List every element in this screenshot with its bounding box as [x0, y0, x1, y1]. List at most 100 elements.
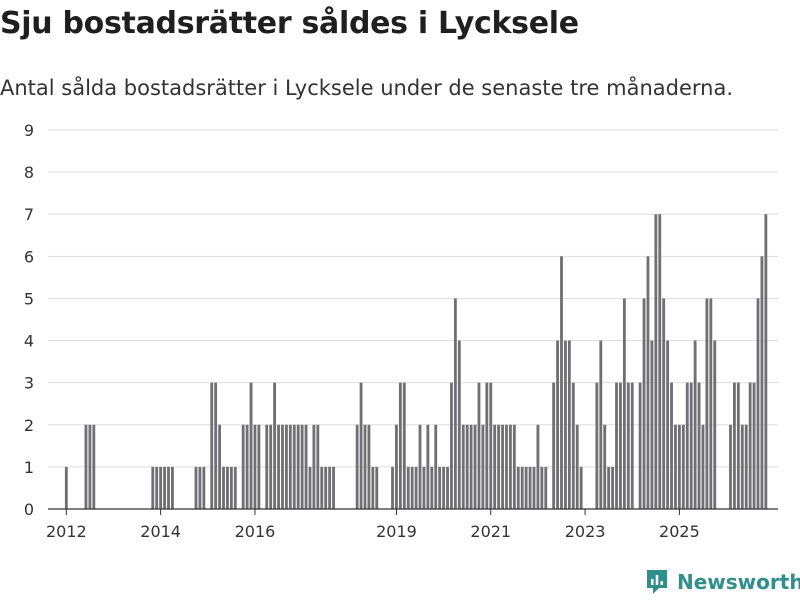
chart-title: Sju bostadsrätter såldes i Lycksele: [0, 6, 579, 41]
bar: [328, 466, 332, 509]
bar: [308, 466, 312, 509]
bar: [210, 382, 214, 509]
bar: [497, 424, 501, 509]
bar: [473, 424, 477, 509]
bar: [505, 424, 508, 509]
y-tick-label: 2: [24, 416, 34, 435]
bar: [418, 424, 422, 509]
bar: [756, 298, 760, 509]
bar: [450, 382, 453, 509]
bar: [410, 466, 414, 509]
newsworthy-logo: Newsworthy: [645, 568, 800, 596]
bar: [296, 424, 300, 509]
bar: [501, 424, 504, 509]
bar: [705, 298, 709, 509]
bars: 7: [64, 0, 779, 509]
bar: [288, 424, 292, 509]
bar: [603, 424, 607, 509]
bar: [355, 424, 359, 509]
y-axis: 0 1 2 3 4 5 6 7 8 9: [24, 121, 34, 519]
bar: [626, 382, 630, 509]
bar: [214, 382, 218, 509]
bar: [277, 424, 280, 509]
bar: [729, 424, 732, 509]
bar: [622, 298, 626, 509]
bar: [567, 340, 571, 509]
bar: [88, 424, 92, 509]
bar: [532, 466, 536, 509]
bar: [764, 214, 768, 509]
bar: [218, 424, 222, 509]
bar: [748, 382, 752, 509]
bar: [253, 424, 257, 509]
bar: [222, 466, 225, 509]
bar: [674, 424, 677, 509]
bar: [245, 424, 249, 509]
bar: [284, 424, 288, 509]
bar: [198, 466, 202, 509]
bar: [650, 340, 654, 509]
bar: [658, 214, 662, 509]
bar: [564, 340, 567, 509]
chart-subtitle: Antal sålda bostadsrätter i Lycksele und…: [0, 76, 733, 100]
bar: [512, 424, 516, 509]
bar: [689, 382, 693, 509]
bar: [493, 424, 497, 509]
bar: [194, 466, 198, 509]
bar: [312, 424, 316, 509]
bar: [733, 382, 736, 509]
bar: [446, 466, 449, 509]
bar: [257, 424, 261, 509]
bar: [744, 424, 748, 509]
bar: [241, 424, 245, 509]
bar: [560, 256, 563, 509]
bar: [438, 466, 442, 509]
bar-chart: 0 1 2 3 4 5 6 7 8 9 7 2012 2014 2016 2019 2021 2023 202…: [24, 0, 779, 541]
bar: [406, 466, 410, 509]
bar: [434, 424, 438, 509]
x-tick-label: 2014: [140, 522, 181, 541]
bar: [481, 424, 485, 509]
bar: [64, 466, 68, 509]
bar: [461, 424, 465, 509]
y-tick-label: 1: [24, 458, 34, 477]
x-tick-label: 2025: [659, 522, 700, 541]
bar: [398, 382, 402, 509]
bar: [84, 424, 88, 509]
bar: [544, 466, 548, 509]
bar: [556, 340, 559, 509]
y-tick-label: 6: [24, 247, 34, 266]
x-tick-label: 2019: [376, 522, 417, 541]
bar: [536, 424, 540, 509]
x-tick-label: 2012: [46, 522, 87, 541]
bar: [163, 466, 166, 509]
bar: [92, 424, 96, 509]
bar: [442, 466, 446, 509]
bar: [611, 466, 615, 509]
y-tick-label: 8: [24, 163, 34, 182]
bar: [359, 382, 363, 509]
bar: [363, 424, 367, 509]
bar: [666, 340, 670, 509]
bar: [292, 424, 296, 509]
bar: [760, 256, 764, 509]
bar: [485, 382, 489, 509]
bar: [575, 424, 579, 509]
y-tick-label: 7: [24, 205, 34, 224]
bar: [571, 382, 575, 509]
y-tick-label: 3: [24, 374, 34, 393]
bar: [426, 424, 430, 509]
y-tick-label: 4: [24, 332, 34, 351]
bar: [422, 466, 426, 509]
bar: [619, 382, 622, 509]
bar: [654, 214, 658, 509]
bar: [167, 466, 170, 509]
bar: [367, 424, 371, 509]
bar: [552, 382, 556, 509]
bar: [670, 382, 673, 509]
bar: [713, 340, 717, 509]
bar: [371, 466, 375, 509]
bar: [681, 424, 685, 509]
x-tick-label: 2016: [235, 522, 276, 541]
bar: [316, 424, 320, 509]
